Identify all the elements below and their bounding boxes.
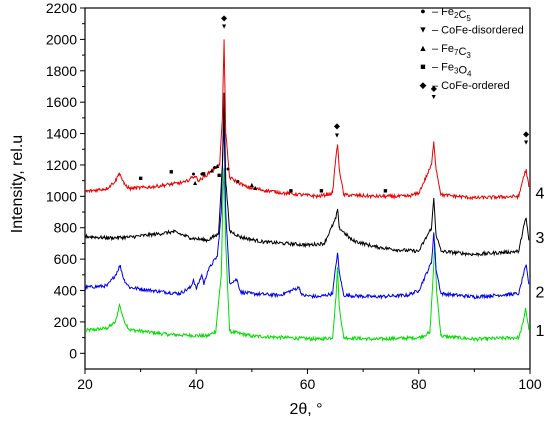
phase-marker: ● — [226, 166, 230, 173]
phase-marker: ▼ — [334, 132, 341, 139]
x-tick-label: 100 — [518, 376, 542, 392]
phase-marker: ● — [236, 179, 240, 186]
phase-marker: ▼ — [221, 23, 228, 30]
phase-marker: ■ — [289, 188, 293, 195]
phase-marker: ■ — [217, 172, 221, 179]
legend: ● – Fe2C5 ▼ – CoFe-disordered ▲ – Fe7C3 ■ – Fe3… — [419, 6, 524, 92]
series-line-4 — [84, 39, 530, 201]
x-tick-label: 80 — [411, 376, 427, 392]
legend-symbol: ■ — [420, 62, 425, 72]
phase-marker: ■ — [319, 188, 323, 195]
legend-label: – Fe3O4 — [432, 62, 472, 79]
phase-marker: ▲ — [192, 180, 199, 187]
y-tick-label: 600 — [54, 251, 78, 267]
phase-marker: ▲ — [252, 185, 259, 192]
y-axis-label: Intensity, rel.u — [9, 135, 26, 233]
phase-marker: ◆ — [431, 84, 438, 93]
legend-label: – CoFe-ordered — [432, 80, 510, 92]
phase-marker: ▲ — [214, 163, 221, 170]
phase-marker: ■ — [169, 169, 173, 176]
series-label-1: 1 — [536, 323, 545, 340]
x-axis: 20 40 60 80 100 — [77, 369, 542, 392]
legend-symbol: ◆ — [420, 80, 427, 90]
series-label-2: 2 — [536, 284, 545, 301]
y-tick-label: 400 — [54, 283, 78, 299]
phase-marker: ▲ — [208, 168, 215, 175]
legend-label: – Fe7C3 — [432, 43, 471, 60]
plot-border — [84, 7, 531, 370]
legend-label: – Fe2C5 — [432, 6, 471, 23]
series-labels: 1 2 3 4 — [536, 185, 545, 339]
phase-marker: ▼ — [430, 94, 437, 101]
series-line-2 — [84, 122, 530, 300]
phase-marker: ◆ — [221, 13, 228, 22]
x-axis-label: 2θ, ° — [289, 401, 322, 418]
phase-marker: ● — [200, 171, 204, 178]
x-tick-label: 60 — [300, 376, 316, 392]
y-tick-label: 200 — [54, 314, 78, 330]
phase-marker: ■ — [201, 171, 205, 178]
y-tick-label: 1200 — [46, 157, 77, 173]
phase-marker: ● — [191, 171, 195, 178]
phase-marker: ◆ — [334, 122, 341, 131]
x-tick-label: 40 — [188, 376, 204, 392]
legend-symbol: ▼ — [419, 25, 428, 35]
phase-marker: ▲ — [248, 182, 255, 189]
y-tick-label: 1400 — [46, 126, 77, 142]
series-label-4: 4 — [536, 185, 545, 202]
phase-marker: ■ — [139, 176, 143, 183]
series-line-3 — [84, 92, 530, 258]
phase-marker: ▼ — [523, 139, 530, 146]
series-label-3: 3 — [536, 230, 545, 247]
legend-label: – CoFe-disordered — [432, 25, 524, 37]
y-tick-label: 0 — [69, 345, 77, 361]
series-lines — [84, 39, 530, 343]
phase-marker: ● — [212, 165, 216, 172]
y-tick-label: 2000 — [46, 31, 77, 47]
y-tick-label: 1000 — [46, 188, 77, 204]
y-axis: 0 200 400 600 800 1000 1200 1400 1600 1800 2000 220… — [46, 0, 85, 361]
series-line-1 — [84, 168, 530, 343]
plot-frame — [84, 7, 531, 370]
y-tick-label: 2200 — [46, 0, 77, 16]
phase-marker: ■ — [383, 188, 387, 195]
x-tick-label: 20 — [77, 376, 93, 392]
phase-marker: ◆ — [523, 130, 530, 139]
phase-markers: ■■ ●▲●■ ▲●▲■●● ▲▲ ■ ■ ■◆▼◆▼◆▼◆▼ — [139, 13, 531, 195]
y-tick-label: 1600 — [46, 94, 77, 110]
legend-symbol: ▲ — [419, 43, 428, 53]
legend-symbol: ● — [420, 6, 425, 16]
y-tick-label: 800 — [54, 220, 78, 236]
y-tick-label: 1800 — [46, 63, 77, 79]
